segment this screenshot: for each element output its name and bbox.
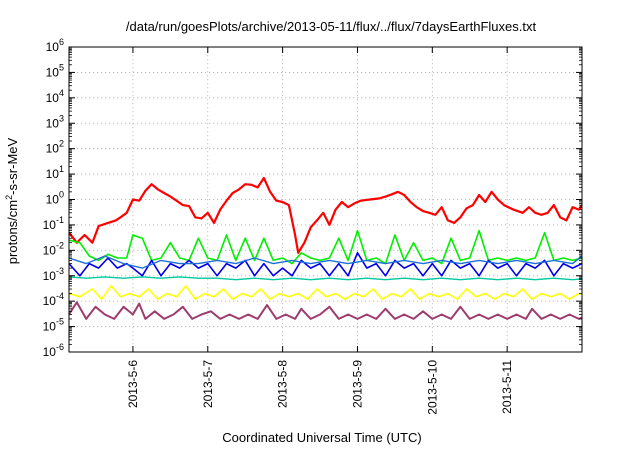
y-tick-label: 10-4	[43, 291, 64, 308]
y-tick-label-exp: -3	[56, 266, 64, 276]
plot-frame	[68, 46, 583, 353]
series-line-3	[69, 252, 582, 277]
x-tick-label: 2013-5-11	[500, 360, 514, 414]
y-tick-label-base: 10	[43, 345, 57, 359]
x-tick-label: 2013-5-9	[350, 360, 364, 408]
series-line-6	[69, 285, 582, 301]
y-axis-label-base: protons/cm	[5, 200, 20, 264]
chart-title: /data/run/goesPlots/archive/2013-05-11/f…	[126, 19, 537, 34]
x-tick-label: 2013-5-8	[276, 360, 290, 408]
series-layer	[69, 176, 582, 320]
y-tick-label-base: 10	[43, 243, 57, 257]
y-tick-label: 10-1	[43, 215, 64, 232]
x-axis-label: Coordinated Universal Time (UTC)	[222, 430, 421, 445]
y-tick-label: 105	[46, 62, 64, 79]
series-line-4	[69, 255, 582, 269]
y-tick-label-base: 10	[46, 142, 60, 156]
y-tick-label-base: 10	[43, 218, 57, 232]
y-tick-label: 101	[46, 164, 64, 181]
y-tick-label-exp: -6	[56, 342, 64, 352]
y-tick-label-base: 10	[46, 91, 60, 105]
y-tick-label: 10-5	[43, 317, 64, 334]
y-tick-label-base: 10	[46, 65, 60, 79]
grid	[69, 47, 582, 352]
y-tick-label-base: 10	[43, 269, 57, 283]
y-axis-label: protons/cm2-s-sr-MeV	[4, 137, 20, 264]
y-tick-label-exp: 6	[59, 37, 64, 47]
y-tick-label: 10-2	[43, 240, 64, 257]
y-tick-label-exp: 0	[59, 190, 64, 200]
y-tick-label-base: 10	[46, 40, 60, 54]
y-tick-label-exp: -5	[56, 317, 64, 327]
x-tick-label: 2013-5-10	[425, 360, 439, 415]
y-tick-label-base: 10	[43, 320, 57, 334]
y-tick-label-exp: -1	[56, 215, 64, 225]
y-tick-label: 102	[46, 139, 64, 156]
axes: 10-610-510-410-310-210-11001011021031041…	[43, 37, 582, 415]
y-tick-label: 10-6	[43, 342, 64, 359]
y-tick-label: 104	[46, 88, 64, 105]
y-tick-label-base: 10	[43, 294, 57, 308]
y-axis-label-rest: -s-sr-MeV	[5, 137, 20, 194]
series-line-7	[69, 301, 582, 320]
y-tick-label-exp: 5	[59, 62, 64, 72]
x-tick-label: 2013-5-6	[126, 360, 140, 408]
y-tick-label: 10-3	[43, 266, 64, 283]
y-tick-label: 100	[46, 190, 64, 207]
y-tick-label: 106	[46, 37, 64, 54]
y-tick-label-exp: -2	[56, 240, 64, 250]
y-tick-label-exp: 3	[59, 113, 64, 123]
y-axis-label-sup: 2	[4, 195, 14, 200]
y-tick-label-exp: 2	[59, 139, 64, 149]
y-tick-label-base: 10	[46, 193, 60, 207]
y-tick-label: 103	[46, 113, 64, 130]
y-tick-label-base: 10	[46, 167, 60, 181]
y-tick-label-base: 10	[46, 116, 60, 130]
x-tick-label: 2013-5-7	[201, 360, 215, 408]
y-tick-label-exp: 4	[59, 88, 64, 98]
y-tick-label-exp: 1	[59, 164, 64, 174]
series-line-5	[69, 276, 582, 281]
series-line-1	[69, 176, 582, 254]
y-tick-label-exp: -4	[56, 291, 64, 301]
